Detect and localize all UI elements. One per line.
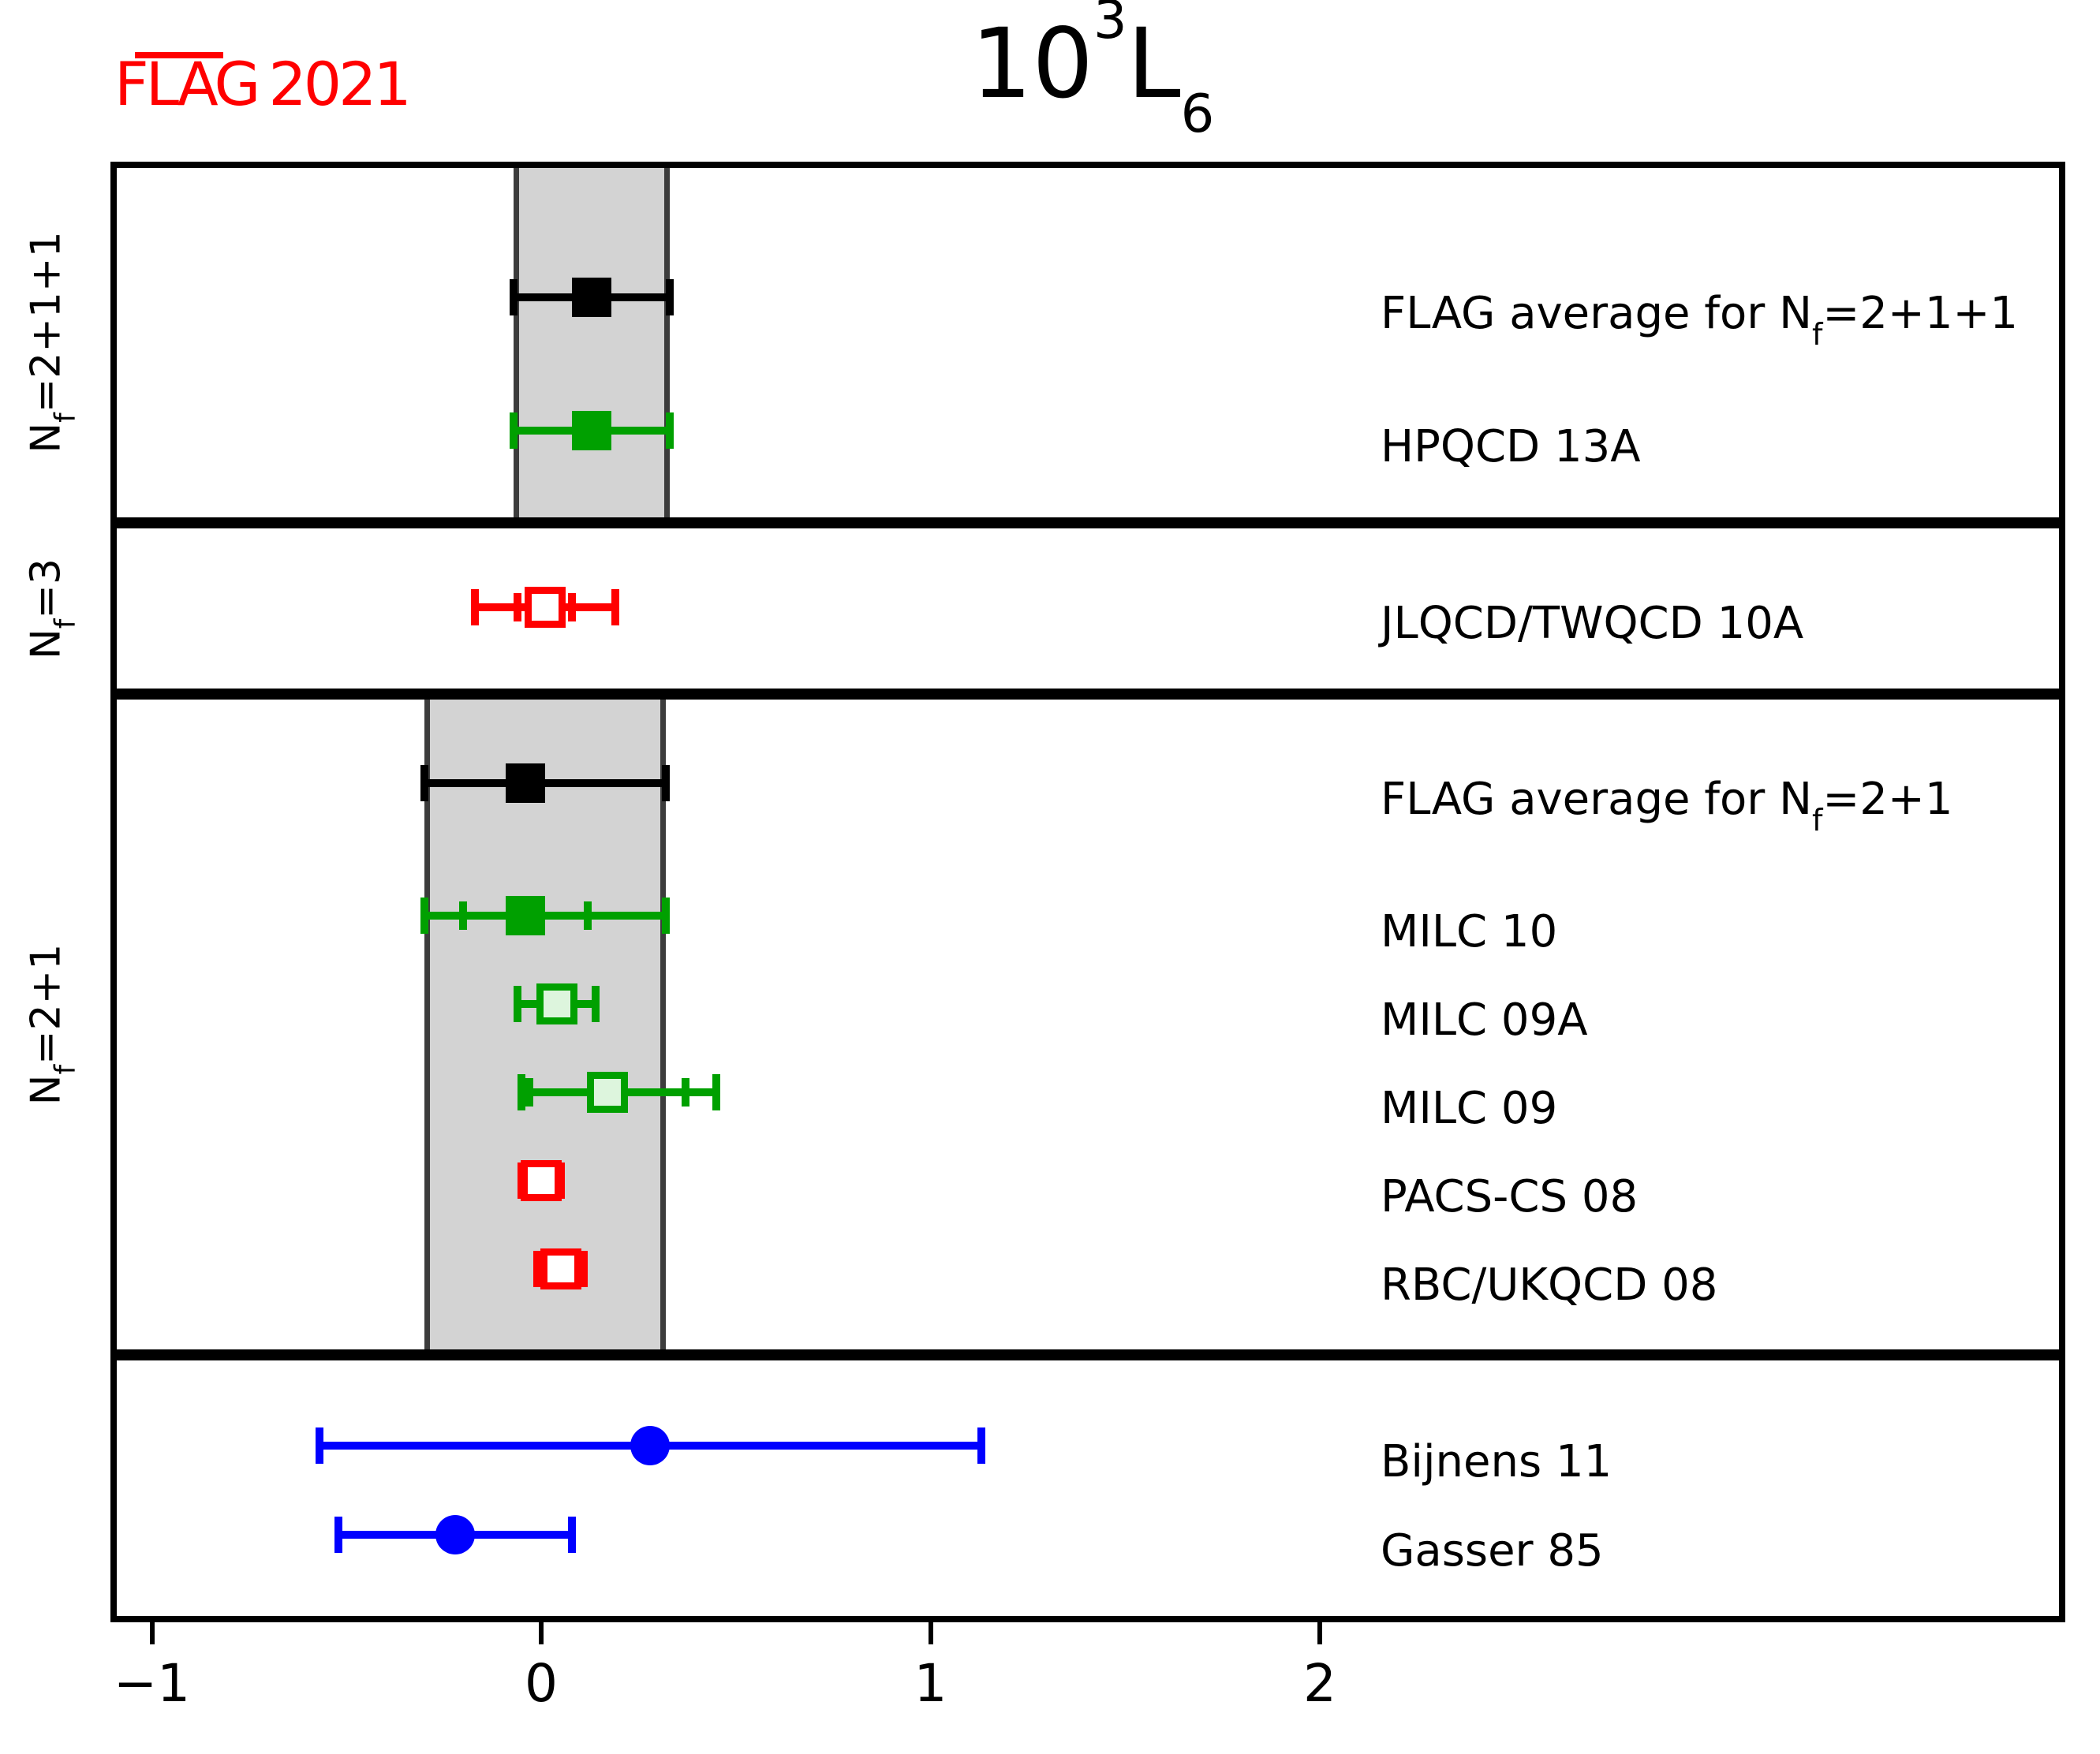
- error-bar-cap: [661, 898, 670, 934]
- row-label-text: =2+1: [1822, 773, 1953, 825]
- error-bar-cap: [518, 1074, 526, 1110]
- marker-filled-square: [572, 411, 612, 450]
- error-bar-cap: [665, 412, 674, 449]
- flag-2021-logo: FLAG 2021: [114, 49, 412, 119]
- x-axis-tick: [928, 1622, 933, 1644]
- error-bar-cap: [665, 279, 674, 315]
- row-label: MILC 09A: [1381, 995, 1588, 1051]
- stat-error-tick: [525, 1078, 534, 1107]
- row-label-text: MILC 10: [1381, 905, 1558, 957]
- stat-error-tick: [681, 1078, 689, 1107]
- flag-logo-text: FLAG: [114, 49, 260, 119]
- row-label-text: FLAG average for N: [1381, 773, 1812, 825]
- row-label-text: PACS-CS 08: [1381, 1170, 1639, 1222]
- row-label-sub: f: [1811, 316, 1823, 352]
- section-label-text: =2+1+1: [22, 231, 70, 413]
- section-label-text: N: [22, 1074, 70, 1106]
- error-bar-cap: [510, 412, 518, 449]
- row-label-text: FLAG average for N: [1381, 287, 1812, 339]
- x-axis-tick-label: −1: [113, 1653, 191, 1714]
- stat-error-tick: [514, 593, 522, 621]
- row-label: RBC/UKQCD 08: [1381, 1260, 1717, 1316]
- row-label: Gasser 85: [1381, 1525, 1604, 1582]
- section-label-sub: f: [49, 618, 82, 629]
- row-label: MILC 09: [1381, 1083, 1557, 1140]
- stat-error-tick: [459, 901, 468, 930]
- consensus-band-nf-2p1: [424, 694, 666, 1355]
- row-label: FLAG average for Nf=2+1+1: [1381, 287, 2019, 352]
- x-axis-tick: [149, 1622, 155, 1644]
- chart-title: 103L6: [970, 0, 1215, 144]
- row-label-text: RBC/UKQCD 08: [1381, 1259, 1718, 1311]
- error-bar-cap: [592, 986, 600, 1022]
- marker-open-square: [524, 587, 566, 628]
- row-label: FLAG average for Nf=2+1: [1381, 773, 1953, 838]
- section-label-text: N: [22, 422, 70, 453]
- row-label-text: MILC 09: [1381, 1082, 1558, 1134]
- marker-filled-square: [506, 763, 546, 803]
- section-divider: [110, 517, 2065, 528]
- error-bar-cap: [420, 765, 428, 801]
- marker-open-square: [521, 1160, 562, 1201]
- error-bar-cap: [334, 1517, 343, 1553]
- marker-filled-square: [506, 896, 546, 935]
- error-bar-cap: [580, 1251, 589, 1287]
- consensus-band-nf-2p1p1: [514, 162, 670, 523]
- x-axis-tick: [539, 1622, 544, 1644]
- error-bar-cap: [977, 1427, 985, 1464]
- row-label: MILC 10: [1381, 906, 1557, 963]
- section-label-nf-2p1p1: Nf=2+1+1: [22, 231, 81, 453]
- error-bar-cap: [471, 589, 480, 625]
- error-bar-cap: [514, 986, 522, 1022]
- error-bar-cap: [611, 589, 619, 625]
- section-label-sub: f: [49, 412, 82, 423]
- error-bar-cap: [533, 1251, 542, 1287]
- error-bar-cap: [510, 279, 518, 315]
- marker-circle: [435, 1515, 476, 1554]
- section-label-text: =3: [22, 558, 70, 619]
- section-divider: [110, 1349, 2065, 1360]
- error-bar-cap: [568, 1517, 577, 1553]
- title-exponent: 3: [1093, 0, 1127, 50]
- flag-logo-overline: [135, 52, 223, 58]
- row-label: PACS-CS 08: [1381, 1171, 1638, 1228]
- marker-open-square: [586, 1072, 628, 1113]
- row-label-text: Gasser 85: [1381, 1524, 1604, 1577]
- row-label-text: Bijnens 11: [1381, 1435, 1612, 1487]
- row-label: Bijnens 11: [1381, 1436, 1612, 1493]
- error-bar-cap: [315, 1427, 323, 1464]
- row-label-text: =2+1+1: [1822, 287, 2019, 339]
- row-label-text: HPQCD 13A: [1381, 420, 1641, 472]
- section-label-sub: f: [49, 1064, 82, 1075]
- title-subscript: 6: [1180, 83, 1215, 145]
- title-base: 10: [970, 8, 1093, 120]
- marker-filled-square: [572, 278, 612, 317]
- stat-error-tick: [584, 901, 592, 930]
- marker-circle: [630, 1426, 671, 1465]
- plot-area-frame: [110, 162, 2065, 1622]
- error-bar-cap: [420, 898, 428, 934]
- marker-open-square: [540, 1248, 581, 1289]
- row-label: JLQCD/TWQCD 10A: [1381, 598, 1803, 655]
- x-axis-tick-label: 2: [1303, 1653, 1336, 1714]
- flag-logo-year: 2021: [268, 49, 411, 119]
- section-label-nf-2p1: Nf=2+1: [22, 943, 81, 1106]
- section-label-text: =2+1: [22, 943, 70, 1065]
- section-label-nf-3: Nf=3: [22, 558, 81, 659]
- row-label-text: MILC 09A: [1381, 994, 1588, 1046]
- error-bar-cap: [661, 765, 670, 801]
- row-label-text: JLQCD/TWQCD 10A: [1381, 597, 1804, 649]
- x-axis-tick: [1317, 1622, 1322, 1644]
- section-label-text: N: [22, 628, 70, 659]
- error-bar-cap: [712, 1074, 721, 1110]
- marker-open-square: [536, 983, 577, 1024]
- row-label-sub: f: [1811, 802, 1823, 838]
- x-axis-tick-label: 0: [525, 1653, 558, 1714]
- stat-error-tick: [568, 593, 577, 621]
- row-label: HPQCD 13A: [1381, 421, 1641, 478]
- section-divider: [110, 689, 2065, 700]
- title-symbol: L: [1127, 8, 1181, 120]
- x-axis-tick-label: 1: [914, 1653, 947, 1714]
